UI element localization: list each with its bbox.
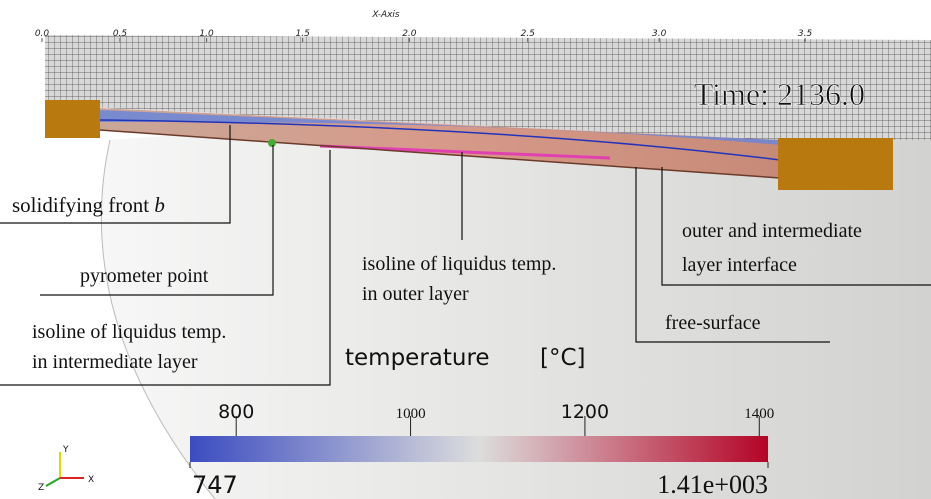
axis-tick-label: 2.0 <box>402 29 417 39</box>
colorbar-max: 1.41e+003 <box>657 470 768 499</box>
axis-title: X-Axis <box>371 10 400 20</box>
annotation: outer and intermediate <box>682 220 862 242</box>
annotation: solidifying front b <box>12 193 165 217</box>
scene: X-Axis 0.0 0.5 1.0 1.5 2.0 2.5 3.0 3.5 Time: 21… <box>0 0 931 499</box>
annotation: free-surface <box>665 312 761 334</box>
time-label: Time: 2136.0 <box>694 76 865 112</box>
annotation: layer interface <box>682 254 797 276</box>
axis-tick-label: 2.5 <box>521 29 536 39</box>
colorbar <box>190 436 768 462</box>
annotation: isoline of liquidus temp. <box>362 253 556 275</box>
axis-tick-label: 0.0 <box>35 29 50 39</box>
triad-label: Y <box>62 445 69 455</box>
axis-tick-label: 1.5 <box>296 29 311 39</box>
colorbar-tick-label: 1000 <box>396 406 426 422</box>
triad-z <box>46 478 60 486</box>
colorbar-tick-label: 800 <box>218 401 254 423</box>
colorbar-unit: [°C] <box>540 345 586 371</box>
triad-label: X <box>88 475 94 485</box>
annotation: in intermediate layer <box>32 351 198 373</box>
axis-tick-label: 0.5 <box>113 29 128 39</box>
pyrometer-dot <box>268 139 276 147</box>
annotation-text: solidifying front <box>12 193 154 217</box>
axis-tick-label: 3.5 <box>798 29 813 39</box>
left-block <box>45 100 100 138</box>
axis-tick-label: 1.0 <box>199 29 214 39</box>
axis-tick-label: 3.0 <box>652 29 667 39</box>
colorbar-min: 747 <box>192 471 238 499</box>
colorbar-tick-label: 1200 <box>561 401 609 423</box>
right-block <box>778 138 893 190</box>
colorbar-title: temperature <box>345 345 490 371</box>
annotation: pyrometer point <box>80 265 209 287</box>
annotation-symbol: b <box>154 193 165 217</box>
annotation: isoline of liquidus temp. <box>32 321 226 343</box>
colorbar-tick-label: 1400 <box>744 406 774 422</box>
annotation: in outer layer <box>362 283 469 305</box>
triad-label: Z <box>38 483 44 493</box>
